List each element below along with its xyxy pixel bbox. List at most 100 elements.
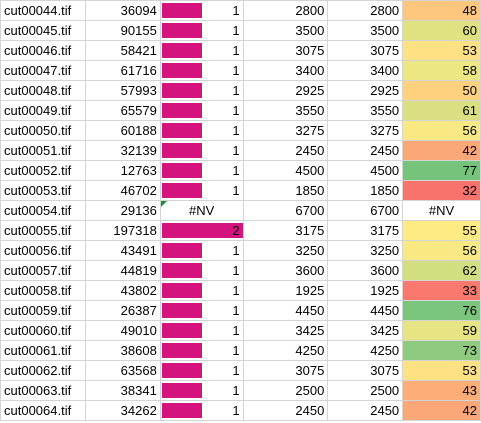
value-a-cell[interactable]: 4500 [242,160,329,181]
file-size-cell[interactable]: 43491 [84,240,161,261]
filename-cell[interactable]: cut00058.tif [0,280,86,301]
file-size-cell[interactable]: 61716 [84,60,161,81]
filename-cell[interactable]: cut00063.tif [0,380,86,401]
score-cell[interactable]: #NV [402,200,481,221]
count-databar-cell[interactable]: 1 [159,360,244,381]
score-cell[interactable]: 56 [402,240,481,261]
filename-cell[interactable]: cut00052.tif [0,160,86,181]
value-b-cell[interactable]: 1850 [327,180,404,201]
score-cell[interactable]: 60 [402,20,481,41]
score-cell[interactable]: 50 [402,80,481,101]
score-cell[interactable]: 43 [402,380,481,401]
score-cell[interactable]: 55 [402,220,481,241]
value-a-cell[interactable]: 1850 [242,180,329,201]
filename-cell[interactable]: cut00057.tif [0,260,86,281]
score-cell[interactable]: 62 [402,260,481,281]
value-b-cell[interactable]: 3075 [327,40,404,61]
value-a-cell[interactable]: 6700 [242,200,329,221]
count-databar-cell[interactable]: 1 [159,0,244,21]
value-b-cell[interactable]: 4250 [327,340,404,361]
value-a-cell[interactable]: 2925 [242,80,329,101]
score-cell[interactable]: 33 [402,280,481,301]
count-databar-cell[interactable]: 1 [159,20,244,41]
value-b-cell[interactable]: 3400 [327,60,404,81]
value-a-cell[interactable]: 4250 [242,340,329,361]
file-size-cell[interactable]: 38341 [84,380,161,401]
file-size-cell[interactable]: 49010 [84,320,161,341]
filename-cell[interactable]: cut00055.tif [0,220,86,241]
value-a-cell[interactable]: 3600 [242,260,329,281]
count-databar-cell[interactable]: 1 [159,260,244,281]
file-size-cell[interactable]: 12763 [84,160,161,181]
filename-cell[interactable]: cut00049.tif [0,100,86,121]
value-a-cell[interactable]: 2500 [242,380,329,401]
value-b-cell[interactable]: 3600 [327,260,404,281]
filename-cell[interactable]: cut00050.tif [0,120,86,141]
value-b-cell[interactable]: 2450 [327,140,404,161]
value-a-cell[interactable]: 3400 [242,60,329,81]
value-b-cell[interactable]: 4500 [327,160,404,181]
value-a-cell[interactable]: 3550 [242,100,329,121]
file-size-cell[interactable]: 32139 [84,140,161,161]
value-a-cell[interactable]: 3175 [242,220,329,241]
file-size-cell[interactable]: 26387 [84,300,161,321]
count-databar-cell[interactable]: 1 [159,60,244,81]
score-cell[interactable]: 76 [402,300,481,321]
value-a-cell[interactable]: 2450 [242,400,329,421]
count-databar-cell[interactable]: 1 [159,140,244,161]
file-size-cell[interactable]: 60188 [84,120,161,141]
value-a-cell[interactable]: 2450 [242,140,329,161]
file-size-cell[interactable]: 43802 [84,280,161,301]
count-databar-cell[interactable]: 1 [159,160,244,181]
file-size-cell[interactable]: 197318 [84,220,161,241]
count-databar-cell[interactable]: #NV [159,200,244,221]
file-size-cell[interactable]: 44819 [84,260,161,281]
count-databar-cell[interactable]: 1 [159,180,244,201]
filename-cell[interactable]: cut00046.tif [0,40,86,61]
count-databar-cell[interactable]: 1 [159,120,244,141]
value-a-cell[interactable]: 1925 [242,280,329,301]
value-a-cell[interactable]: 4450 [242,300,329,321]
count-databar-cell[interactable]: 1 [159,300,244,321]
value-a-cell[interactable]: 3075 [242,360,329,381]
score-cell[interactable]: 59 [402,320,481,341]
filename-cell[interactable]: cut00059.tif [0,300,86,321]
filename-cell[interactable]: cut00054.tif [0,200,86,221]
count-databar-cell[interactable]: 1 [159,240,244,261]
value-b-cell[interactable]: 4450 [327,300,404,321]
score-cell[interactable]: 61 [402,100,481,121]
file-size-cell[interactable]: 46702 [84,180,161,201]
filename-cell[interactable]: cut00051.tif [0,140,86,161]
filename-cell[interactable]: cut00045.tif [0,20,86,41]
value-a-cell[interactable]: 3075 [242,40,329,61]
count-databar-cell[interactable]: 1 [159,340,244,361]
file-size-cell[interactable]: 90155 [84,20,161,41]
filename-cell[interactable]: cut00044.tif [0,0,86,21]
file-size-cell[interactable]: 63568 [84,360,161,381]
filename-cell[interactable]: cut00047.tif [0,60,86,81]
value-a-cell[interactable]: 2800 [242,0,329,21]
value-b-cell[interactable]: 3075 [327,360,404,381]
count-databar-cell[interactable]: 1 [159,80,244,101]
score-cell[interactable]: 48 [402,0,481,21]
count-databar-cell[interactable]: 1 [159,280,244,301]
score-cell[interactable]: 58 [402,60,481,81]
file-size-cell[interactable]: 29136 [84,200,161,221]
count-databar-cell[interactable]: 1 [159,320,244,341]
value-b-cell[interactable]: 2450 [327,400,404,421]
score-cell[interactable]: 32 [402,180,481,201]
filename-cell[interactable]: cut00064.tif [0,400,86,421]
filename-cell[interactable]: cut00060.tif [0,320,86,341]
filename-cell[interactable]: cut00053.tif [0,180,86,201]
file-size-cell[interactable]: 58421 [84,40,161,61]
value-b-cell[interactable]: 2500 [327,380,404,401]
count-databar-cell[interactable]: 1 [159,380,244,401]
score-cell[interactable]: 42 [402,400,481,421]
value-b-cell[interactable]: 3175 [327,220,404,241]
value-b-cell[interactable]: 2800 [327,0,404,21]
value-b-cell[interactable]: 6700 [327,200,404,221]
filename-cell[interactable]: cut00062.tif [0,360,86,381]
count-databar-cell[interactable]: 1 [159,100,244,121]
count-databar-cell[interactable]: 1 [159,40,244,61]
filename-cell[interactable]: cut00061.tif [0,340,86,361]
